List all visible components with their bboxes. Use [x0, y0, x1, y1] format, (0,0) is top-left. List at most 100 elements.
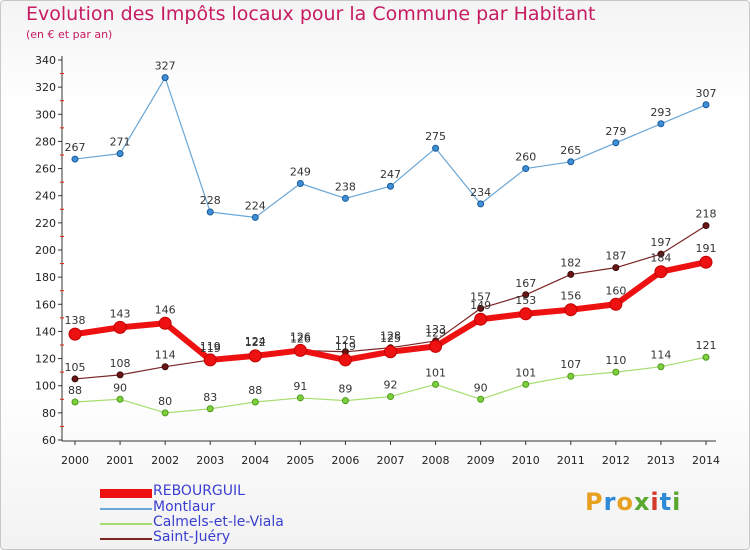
- rebourguil-value-label: 153: [515, 294, 536, 307]
- rebourguil-value-label: 184: [650, 252, 671, 265]
- montlaur-point: [522, 165, 530, 173]
- calmels-value-label: 90: [113, 381, 127, 394]
- rebourguil-point: [158, 316, 172, 330]
- saint-juery-point: [567, 270, 575, 278]
- y-tick-label: 140: [35, 325, 56, 338]
- calmels-point: [116, 395, 124, 403]
- rebourguil-point: [248, 349, 262, 363]
- rebourguil-value-label: 119: [335, 340, 356, 353]
- calmels-point: [296, 394, 304, 402]
- rebourguil-value-label: 126: [290, 330, 311, 343]
- montlaur-point: [251, 213, 259, 221]
- calmels-point: [702, 353, 710, 361]
- calmels-point: [251, 398, 259, 406]
- montlaur-point: [477, 200, 485, 208]
- rebourguil-value-label: 119: [200, 340, 221, 353]
- rebourguil-value-label: 129: [425, 326, 446, 339]
- montlaur-value-label: 265: [560, 144, 581, 157]
- rebourguil-point: [293, 343, 307, 357]
- calmels-value-label: 110: [605, 354, 626, 367]
- logo-letter: i: [672, 488, 682, 516]
- chart-subtitle: (en € et par an): [26, 28, 113, 41]
- calmels-value-label: 88: [68, 384, 82, 397]
- rebourguil-point: [609, 297, 623, 311]
- rebourguil-point: [654, 265, 668, 279]
- saint-juery-point: [522, 291, 530, 299]
- logo-letter: i: [650, 488, 660, 516]
- rebourguil-value-label: 149: [470, 299, 491, 312]
- y-tick-label: 280: [35, 135, 56, 148]
- calmels-value-label: 88: [248, 384, 262, 397]
- rebourguil-point: [384, 345, 397, 359]
- x-tick-label: 2002: [151, 454, 179, 467]
- saint-juery-value-label: 125: [335, 334, 356, 347]
- rebourguil-value-label: 160: [605, 284, 626, 297]
- montlaur-value-label: 224: [245, 199, 266, 212]
- calmels-value-label: 90: [474, 381, 488, 394]
- montlaur-point: [702, 101, 710, 109]
- rebourguil-point: [429, 339, 443, 353]
- montlaur-point: [116, 150, 124, 158]
- y-tick-label: 260: [35, 163, 56, 176]
- calmels-point: [341, 397, 349, 405]
- montlaur-value-label: 293: [650, 106, 671, 119]
- x-tick-label: 2011: [557, 454, 585, 467]
- montlaur-point: [296, 180, 304, 187]
- saint-juery-value-label: 108: [110, 357, 131, 370]
- saint-juery-point: [612, 264, 620, 272]
- montlaur-value-label: 327: [155, 60, 176, 73]
- x-tick-label: 2009: [467, 454, 495, 467]
- legend-swatch: [100, 538, 152, 540]
- montlaur-value-label: 307: [696, 87, 717, 100]
- calmels-point: [657, 363, 665, 371]
- calmels-point: [432, 380, 440, 388]
- rebourguil-point: [113, 320, 127, 334]
- calmels-value-label: 92: [384, 379, 398, 392]
- calmels-value-label: 89: [338, 383, 352, 396]
- montlaur-point: [161, 74, 169, 82]
- montlaur-point: [341, 194, 349, 202]
- calmels-point: [612, 368, 620, 376]
- montlaur-value-label: 275: [425, 130, 446, 143]
- saint-juery-value-label: 105: [65, 361, 86, 374]
- montlaur-value-label: 260: [515, 151, 536, 164]
- y-tick-label: 240: [35, 190, 56, 203]
- saint-juery-value-label: 114: [155, 349, 176, 362]
- calmels-point: [567, 372, 575, 380]
- saint-juery-value-label: 197: [650, 236, 671, 249]
- calmels-value-label: 80: [158, 395, 172, 408]
- y-tick-label: 100: [35, 380, 56, 393]
- saint-juery-value-label: 119: [200, 342, 221, 355]
- calmels-point: [477, 395, 485, 403]
- calmels-value-label: 83: [203, 391, 217, 404]
- y-tick-label: 80: [42, 407, 56, 420]
- y-tick-label: 180: [35, 271, 56, 284]
- calmels-point: [206, 405, 214, 413]
- y-tick-label: 120: [35, 353, 56, 366]
- legend-label: REBOURGUIL: [153, 483, 245, 499]
- x-tick-label: 2000: [61, 454, 89, 467]
- calmels-point: [161, 409, 169, 417]
- legend-label: Saint-Juéry: [153, 529, 231, 545]
- legend-swatch: [100, 508, 152, 510]
- calmels-value-label: 107: [560, 358, 581, 371]
- saint-juery-value-label: 218: [696, 208, 717, 221]
- x-tick-label: 2007: [377, 454, 405, 467]
- saint-juery-point: [71, 375, 79, 383]
- y-tick-label: 340: [35, 54, 56, 67]
- rebourguil-point: [519, 307, 533, 321]
- saint-juery-point: [702, 222, 710, 230]
- calmels-value-label: 91: [293, 380, 307, 393]
- x-tick-label: 2006: [331, 454, 359, 467]
- rebourguil-point: [203, 353, 217, 367]
- x-tick-label: 2014: [692, 454, 720, 467]
- x-tick-label: 2010: [512, 454, 540, 467]
- montlaur-point: [432, 144, 440, 152]
- x-tick-label: 2008: [422, 454, 450, 467]
- chart-title: Evolution des Impôts locaux pour la Comm…: [26, 3, 596, 25]
- saint-juery-value-label: 157: [470, 290, 491, 303]
- rebourguil-value-label: 138: [65, 314, 86, 327]
- saint-juery-point: [161, 363, 169, 371]
- legend-swatch: [100, 488, 152, 498]
- rebourguil-value-label: 143: [110, 307, 131, 320]
